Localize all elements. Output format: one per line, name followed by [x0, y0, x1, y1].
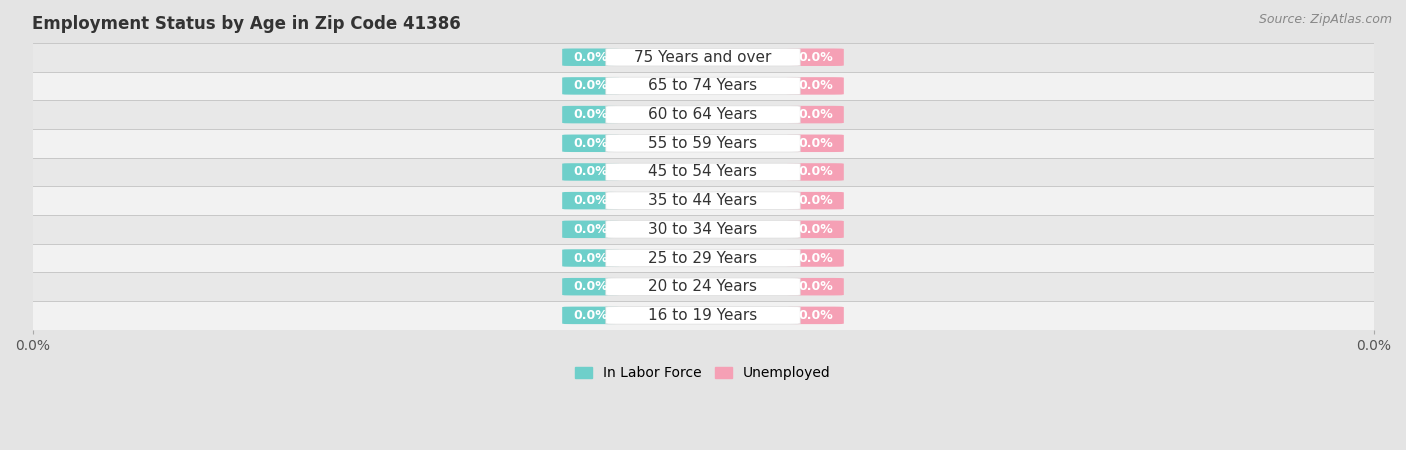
FancyBboxPatch shape: [606, 163, 800, 181]
FancyBboxPatch shape: [606, 77, 800, 94]
FancyBboxPatch shape: [606, 49, 800, 66]
Text: 0.0%: 0.0%: [799, 280, 832, 293]
Legend: In Labor Force, Unemployed: In Labor Force, Unemployed: [569, 361, 837, 386]
Text: 75 Years and over: 75 Years and over: [634, 50, 772, 65]
FancyBboxPatch shape: [562, 192, 619, 209]
FancyBboxPatch shape: [787, 192, 844, 209]
Text: 60 to 64 Years: 60 to 64 Years: [648, 107, 758, 122]
FancyBboxPatch shape: [787, 249, 844, 267]
Text: 0.0%: 0.0%: [574, 194, 607, 207]
FancyBboxPatch shape: [562, 249, 619, 267]
FancyBboxPatch shape: [606, 192, 800, 209]
FancyBboxPatch shape: [32, 129, 1374, 157]
Text: 30 to 34 Years: 30 to 34 Years: [648, 222, 758, 237]
FancyBboxPatch shape: [32, 243, 1374, 272]
FancyBboxPatch shape: [562, 306, 619, 324]
FancyBboxPatch shape: [32, 158, 1374, 186]
Text: 0.0%: 0.0%: [799, 108, 832, 121]
Text: 0.0%: 0.0%: [799, 252, 832, 265]
Text: 0.0%: 0.0%: [799, 137, 832, 150]
Text: 0.0%: 0.0%: [574, 252, 607, 265]
Text: 65 to 74 Years: 65 to 74 Years: [648, 78, 758, 94]
FancyBboxPatch shape: [606, 278, 800, 296]
FancyBboxPatch shape: [787, 306, 844, 324]
Text: 0.0%: 0.0%: [574, 223, 607, 236]
Text: 45 to 54 Years: 45 to 54 Years: [648, 164, 758, 180]
Text: 0.0%: 0.0%: [799, 166, 832, 179]
FancyBboxPatch shape: [32, 272, 1374, 301]
Text: 0.0%: 0.0%: [799, 79, 832, 92]
FancyBboxPatch shape: [32, 186, 1374, 215]
Text: Source: ZipAtlas.com: Source: ZipAtlas.com: [1258, 14, 1392, 27]
FancyBboxPatch shape: [787, 278, 844, 296]
FancyBboxPatch shape: [562, 278, 619, 296]
FancyBboxPatch shape: [32, 301, 1374, 330]
Text: Employment Status by Age in Zip Code 41386: Employment Status by Age in Zip Code 413…: [32, 15, 461, 33]
FancyBboxPatch shape: [787, 163, 844, 181]
FancyBboxPatch shape: [606, 135, 800, 152]
Text: 25 to 29 Years: 25 to 29 Years: [648, 251, 758, 266]
Text: 0.0%: 0.0%: [574, 166, 607, 179]
Text: 0.0%: 0.0%: [574, 79, 607, 92]
Text: 0.0%: 0.0%: [799, 223, 832, 236]
FancyBboxPatch shape: [787, 49, 844, 66]
Text: 0.0%: 0.0%: [799, 194, 832, 207]
Text: 0.0%: 0.0%: [574, 137, 607, 150]
FancyBboxPatch shape: [606, 306, 800, 324]
FancyBboxPatch shape: [562, 106, 619, 123]
FancyBboxPatch shape: [606, 249, 800, 267]
Text: 20 to 24 Years: 20 to 24 Years: [648, 279, 758, 294]
FancyBboxPatch shape: [562, 163, 619, 181]
FancyBboxPatch shape: [562, 135, 619, 152]
Text: 0.0%: 0.0%: [799, 51, 832, 64]
Text: 0.0%: 0.0%: [574, 51, 607, 64]
Text: 55 to 59 Years: 55 to 59 Years: [648, 136, 758, 151]
Text: 0.0%: 0.0%: [574, 309, 607, 322]
Text: 16 to 19 Years: 16 to 19 Years: [648, 308, 758, 323]
FancyBboxPatch shape: [32, 100, 1374, 129]
FancyBboxPatch shape: [562, 77, 619, 94]
FancyBboxPatch shape: [787, 220, 844, 238]
Text: 0.0%: 0.0%: [574, 280, 607, 293]
FancyBboxPatch shape: [562, 49, 619, 66]
FancyBboxPatch shape: [32, 215, 1374, 243]
FancyBboxPatch shape: [787, 77, 844, 94]
FancyBboxPatch shape: [606, 106, 800, 123]
FancyBboxPatch shape: [32, 43, 1374, 72]
Text: 0.0%: 0.0%: [574, 108, 607, 121]
FancyBboxPatch shape: [562, 220, 619, 238]
Text: 0.0%: 0.0%: [799, 309, 832, 322]
Text: 35 to 44 Years: 35 to 44 Years: [648, 193, 758, 208]
FancyBboxPatch shape: [787, 135, 844, 152]
FancyBboxPatch shape: [787, 106, 844, 123]
FancyBboxPatch shape: [606, 220, 800, 238]
FancyBboxPatch shape: [32, 72, 1374, 100]
